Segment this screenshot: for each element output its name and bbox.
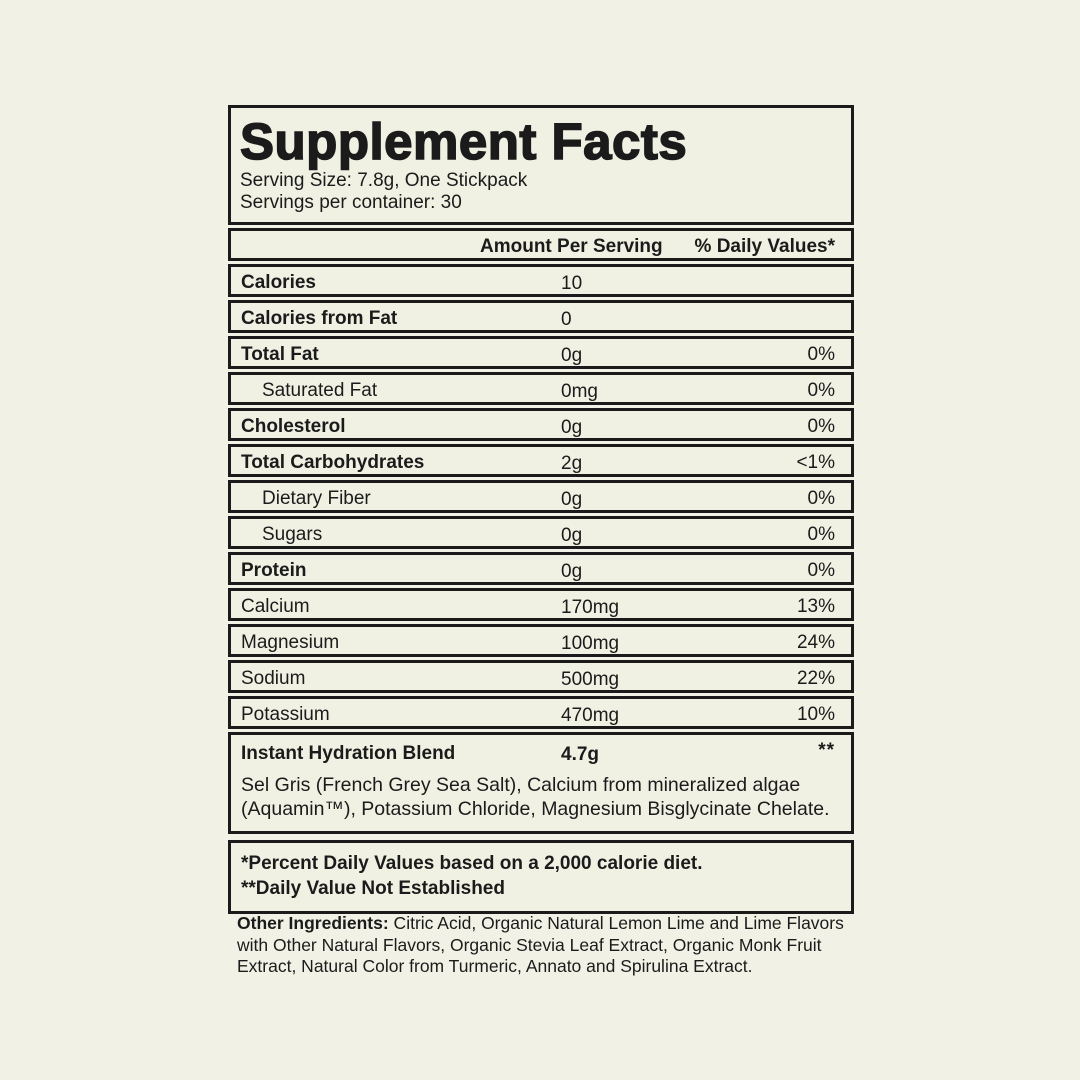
title-box: Supplement Facts Serving Size: 7.8g, One… <box>228 105 854 225</box>
row-sodium: Sodium 500mg 22% <box>228 660 854 693</box>
blend-daily-value: ** <box>818 740 835 761</box>
row-label: Protein <box>241 560 307 581</box>
row-amount: 2g <box>561 453 583 474</box>
row-calcium: Calcium 170mg 13% <box>228 588 854 621</box>
row-amount: 500mg <box>561 669 620 690</box>
row-daily-value: 0% <box>807 380 835 401</box>
footnote-daily-values: *Percent Daily Values based on a 2,000 c… <box>241 853 703 874</box>
row-daily-value: 0% <box>807 488 835 509</box>
row-label: Calories <box>241 272 316 293</box>
row-magnesium: Magnesium 100mg 24% <box>228 624 854 657</box>
row-protein: Protein 0g 0% <box>228 552 854 585</box>
label-title: Supplement Facts <box>239 112 688 171</box>
row-daily-value: 0% <box>807 344 835 365</box>
daily-values-header: % Daily Values* <box>694 236 835 257</box>
blend-amount: 4.7g <box>561 744 600 765</box>
row-amount: 0g <box>561 561 583 582</box>
row-saturated-fat: Saturated Fat 0mg 0% <box>228 372 854 405</box>
servings-per-container: Servings per container: 30 <box>240 191 462 213</box>
row-calories-from-fat: Calories from Fat 0 <box>228 300 854 333</box>
row-label: Sodium <box>241 668 306 689</box>
row-dietary-fiber: Dietary Fiber 0g 0% <box>228 480 854 513</box>
row-amount: 0 <box>561 309 572 330</box>
row-daily-value: 13% <box>796 596 835 617</box>
row-amount: 10 <box>561 273 583 294</box>
row-daily-value: <1% <box>796 452 835 473</box>
row-amount: 0g <box>561 417 583 438</box>
row-amount: 470mg <box>561 705 620 726</box>
row-daily-value: 24% <box>796 632 835 653</box>
row-total-carbohydrates: Total Carbohydrates 2g <1% <box>228 444 854 477</box>
row-daily-value: 0% <box>807 524 835 545</box>
row-label: Calcium <box>241 596 310 617</box>
other-ingredients-label: Other Ingredients: <box>237 913 389 933</box>
supplement-facts-label: Supplement Facts Serving Size: 7.8g, One… <box>228 105 854 917</box>
row-amount: 0g <box>561 525 583 546</box>
blend-description: Sel Gris (French Grey Sea Salt), Calcium… <box>241 774 830 820</box>
row-amount: 0g <box>561 489 583 510</box>
row-potassium: Potassium 470mg 10% <box>228 696 854 729</box>
row-label: Total Fat <box>241 344 319 365</box>
footnote-box: *Percent Daily Values based on a 2,000 c… <box>228 840 854 914</box>
row-amount: 170mg <box>561 597 620 618</box>
row-label: Cholesterol <box>241 416 346 437</box>
row-label: Calories from Fat <box>241 308 398 329</box>
row-cholesterol: Cholesterol 0g 0% <box>228 408 854 441</box>
other-ingredients-text: Citric Acid, Organic Natural Lemon Lime … <box>237 913 844 976</box>
row-label: Saturated Fat <box>262 380 378 401</box>
amount-per-serving-header: Amount Per Serving <box>480 236 663 257</box>
row-label: Total Carbohydrates <box>241 452 425 473</box>
footnote-not-established: **Daily Value Not Established <box>241 877 505 899</box>
row-daily-value: 10% <box>796 704 835 725</box>
serving-size: Serving Size: 7.8g, One Stickpack <box>240 170 528 191</box>
row-daily-value: 22% <box>796 668 835 689</box>
row-label: Magnesium <box>241 632 340 653</box>
row-amount: 100mg <box>561 633 620 654</box>
other-ingredients: Other Ingredients: Citric Acid, Organic … <box>237 913 857 978</box>
row-amount: 0g <box>561 345 583 366</box>
row-daily-value: 0% <box>807 416 835 437</box>
row-label: Potassium <box>241 704 330 725</box>
row-label: Sugars <box>262 524 323 545</box>
blend-label: Instant Hydration Blend <box>241 743 456 764</box>
row-amount: 0mg <box>561 381 598 402</box>
blend-header: Instant Hydration Blend 4.7g ** <box>241 740 841 769</box>
column-header-row: Amount Per Serving % Daily Values* <box>228 228 854 261</box>
row-calories: Calories 10 <box>228 264 854 297</box>
row-daily-value: 0% <box>807 560 835 581</box>
row-total-fat: Total Fat 0g 0% <box>228 336 854 369</box>
blend-box: Instant Hydration Blend 4.7g ** Sel Gris… <box>228 732 854 834</box>
row-sugars: Sugars 0g 0% <box>228 516 854 549</box>
row-label: Dietary Fiber <box>262 488 371 509</box>
